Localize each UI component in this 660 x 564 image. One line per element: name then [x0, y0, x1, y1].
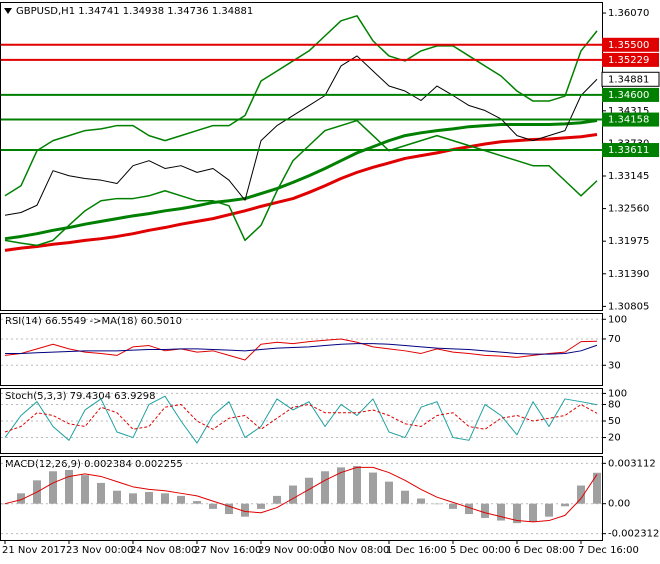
x-tick-label: 7 Dec 16:00: [578, 545, 639, 556]
histogram-bar: [369, 472, 377, 504]
histogram-bar: [257, 503, 265, 509]
macd-title: MACD(12,26,9) 0.002384 0.002255: [5, 459, 183, 470]
x-tick-label: 6 Dec 08:00: [514, 545, 575, 556]
histogram-bar: [209, 503, 217, 509]
y-tick-label: 20: [608, 433, 621, 444]
x-tick-label: 30 Nov 08:00: [322, 545, 389, 556]
x-tick-label: 5 Dec 00:00: [450, 545, 511, 556]
histogram-bar: [1, 503, 9, 505]
y-tick-label: 1.32560: [608, 204, 649, 215]
price-title: GBPUSD,H1 1.34741 1.34938 1.34736 1.3488…: [16, 6, 253, 17]
last-price-label: 1.34881: [608, 74, 649, 85]
histogram-bar: [433, 503, 441, 505]
histogram-bar: [161, 493, 169, 504]
level-label: 1.35500: [608, 40, 649, 51]
y-tick-label: 0.003112: [608, 458, 656, 469]
level-label-box: [602, 87, 659, 102]
histogram-bar: [449, 503, 457, 509]
histogram-bar: [289, 485, 297, 504]
histogram-bar: [81, 475, 89, 504]
histogram-bar: [65, 469, 73, 504]
histogram-bar: [129, 493, 137, 504]
series-line: [4, 55, 598, 216]
histogram-bar: [321, 471, 329, 504]
y-tick-label: 1.33145: [608, 171, 649, 182]
series-line: [4, 133, 598, 252]
y-tick-label: 0.00: [608, 499, 630, 510]
series-line: [4, 466, 598, 523]
y-tick-label: -0.002312: [608, 529, 659, 540]
level-label-box: [602, 112, 659, 127]
histogram-bar: [113, 490, 121, 504]
x-tick-label: 23 Nov 00:00: [66, 545, 133, 556]
y-tick-label: 1.30805: [608, 301, 649, 312]
x-tick-label: 1 Dec 16:00: [386, 545, 447, 556]
histogram-bar: [305, 477, 313, 504]
last-price-box: [601, 71, 660, 87]
y-tick-label: 100: [608, 388, 627, 399]
level-label: 1.34600: [608, 90, 649, 101]
series-line: [5, 343, 598, 355]
x-tick-label: 24 Nov 08:00: [130, 545, 197, 556]
histogram-bar: [513, 503, 521, 524]
labels-layer: 1.360701.343151.337301.331451.325601.319…: [2, 8, 660, 556]
histogram-bar: [481, 503, 489, 518]
histogram-bar: [465, 503, 473, 515]
x-tick-label: 21 Nov 2017: [2, 545, 66, 556]
histogram-bar: [417, 498, 425, 504]
histogram-bar: [49, 471, 57, 504]
histogram-bar: [577, 485, 585, 504]
y-tick-label: 100: [608, 314, 627, 325]
menu-icon: [4, 8, 12, 14]
series-line: [4, 119, 598, 241]
x-tick-label: 29 Nov 00:00: [258, 545, 325, 556]
histogram-bar: [561, 503, 569, 507]
series-line: [4, 338, 598, 361]
rsi-panel: [0, 313, 603, 386]
histogram-bar: [401, 490, 409, 504]
macd-panel: [0, 456, 603, 541]
histogram-bar: [17, 493, 25, 504]
y-tick-label: 1.31390: [608, 269, 649, 280]
series-line: [4, 403, 598, 433]
histogram-bar: [193, 501, 201, 504]
histogram-bar: [241, 503, 249, 517]
histogram-bar: [225, 503, 233, 515]
y-tick-label: 1.31975: [608, 236, 649, 247]
histogram-bar: [497, 503, 505, 521]
marks-layer: [1, 15, 602, 524]
x-tick-label: 27 Nov 16:00: [194, 545, 261, 556]
level-label-box: [602, 52, 659, 67]
histogram-bar: [593, 472, 601, 504]
histogram-bar: [529, 503, 537, 522]
histogram-bar: [545, 503, 553, 517]
level-label: 1.33611: [608, 145, 649, 156]
histogram-bar: [97, 482, 105, 504]
y-tick-label: 50: [608, 416, 621, 427]
y-tick-label: 30: [608, 360, 621, 371]
y-tick-label: 70: [608, 334, 621, 345]
y-tick-label: 80: [608, 399, 621, 410]
stoch-title: Stoch(5,3,3) 79.4304 63.9298: [5, 391, 156, 402]
histogram-bar: [337, 467, 345, 504]
level-label: 1.34158: [608, 115, 649, 126]
series-line: [4, 119, 598, 247]
histogram-bar: [353, 466, 361, 504]
level-label-box: [602, 143, 659, 158]
histogram-bar: [385, 481, 393, 504]
grid-layer: [1, 12, 606, 544]
rsi-title: RSI(14) 66.5549 ->MA(18) 60.5010: [5, 316, 182, 327]
level-label: 1.35229: [608, 55, 649, 66]
series-line: [4, 15, 598, 197]
histogram-bar: [145, 492, 153, 504]
y-tick-label: 1.34315: [608, 106, 649, 117]
level-label-box: [602, 37, 659, 52]
histogram-bar: [177, 495, 185, 504]
y-tick-label: 1.36070: [608, 8, 649, 19]
histogram-bar: [273, 495, 281, 504]
